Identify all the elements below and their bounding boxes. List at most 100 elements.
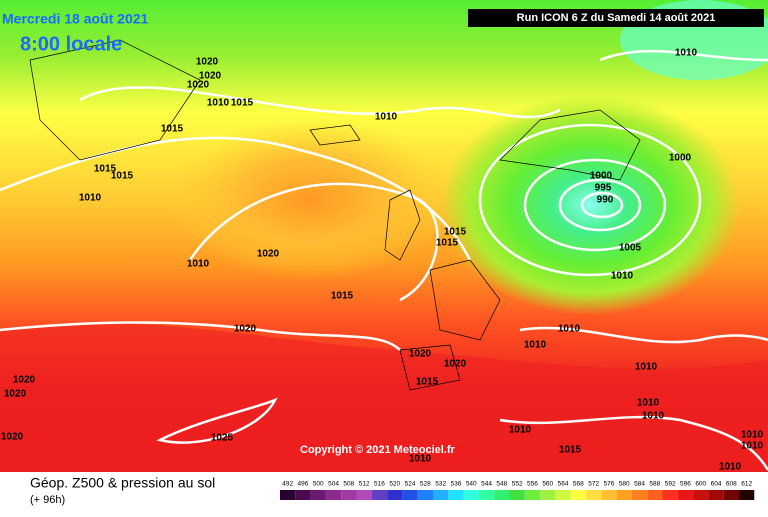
scale-swatch <box>662 490 678 500</box>
isobar-label: 1010 <box>635 362 658 373</box>
scale-label: 560 <box>542 481 553 488</box>
scale-swatch <box>371 490 388 500</box>
isobar-label: 1010 <box>741 441 764 452</box>
isobar-label: 1015 <box>111 171 134 182</box>
scale-swatch <box>601 490 617 500</box>
scale-swatch <box>616 490 632 500</box>
isobar-label: 1010 <box>524 340 547 351</box>
legend-subtitle: (+ 96h) <box>30 494 65 506</box>
scale-label: 556 <box>527 481 538 488</box>
scale-label: 592 <box>665 481 676 488</box>
scale-swatch <box>494 490 510 500</box>
scale-label: 532 <box>435 481 446 488</box>
scale-swatch <box>417 490 433 500</box>
scale-label: 576 <box>604 481 615 488</box>
legend-title: Géop. Z500 & pression au sol <box>30 475 215 491</box>
forecast-date: Mercredi 18 août 2021 <box>2 11 149 27</box>
isobar-label: 1010 <box>509 425 532 436</box>
color-scale: 492 496 500 504 508 512 516 520 524 528 532 536 540 5… <box>280 481 755 500</box>
scale-label: 516 <box>374 481 385 488</box>
hot-area <box>0 323 768 472</box>
scale-label: 564 <box>558 481 569 488</box>
isobar-label: 1015 <box>436 238 459 249</box>
scale-label: 508 <box>343 481 354 488</box>
scale-label: 496 <box>298 481 309 488</box>
scale-label: 584 <box>634 481 645 488</box>
scale-swatch <box>631 490 648 500</box>
isobar-label: 1020 <box>4 389 27 400</box>
scale-swatch <box>647 490 663 500</box>
scale-swatch <box>677 490 694 500</box>
scale-label: 536 <box>451 481 462 488</box>
isobar-label: 1010 <box>642 411 665 422</box>
isobar-label: 1025 <box>211 433 234 444</box>
isobar-label: 1010 <box>79 193 102 204</box>
scale-swatch <box>478 490 495 500</box>
scale-swatch <box>310 490 326 500</box>
scale-label: 520 <box>389 481 400 488</box>
run-box <box>468 9 764 27</box>
isobar-label: 1010 <box>741 430 764 441</box>
isobar-label: 1020 <box>234 324 257 335</box>
copyright: Copyright © 2021 Meteociel.fr <box>300 444 456 456</box>
isobar-label: 1010 <box>207 98 230 109</box>
isobar-label: 1015 <box>444 227 467 238</box>
scale-label: 504 <box>328 481 339 488</box>
scale-label: 608 <box>726 481 737 488</box>
forecast-time: 8:00 locale <box>20 33 122 55</box>
scale-label: 612 <box>741 481 752 488</box>
scale-swatch <box>708 490 724 500</box>
scale-swatch <box>693 490 709 500</box>
isobar-label: 990 <box>597 195 614 206</box>
warm-area <box>170 120 450 280</box>
scale-swatch <box>555 490 571 500</box>
scale-swatch <box>433 490 449 500</box>
scale-label: 572 <box>588 481 599 488</box>
scale-label: 604 <box>711 481 722 488</box>
scale-swatch <box>723 490 739 500</box>
run-info: Run ICON 6 Z du Samedi 14 août 2021 <box>517 12 716 24</box>
isobar-label: 1020 <box>257 249 280 260</box>
isobar-label: 1015 <box>331 291 354 302</box>
scale-swatch <box>586 490 602 500</box>
scale-label: 528 <box>420 481 431 488</box>
scale-swatch <box>448 490 464 500</box>
scale-swatch <box>570 490 586 500</box>
scale-label: 548 <box>496 481 507 488</box>
scale-label: 588 <box>649 481 660 488</box>
scale-label: 524 <box>405 481 416 488</box>
isobars <box>0 49 768 471</box>
isobar-label: 1015 <box>559 445 582 456</box>
isobar-label: 1010 <box>187 259 210 270</box>
isobar-label: 1010 <box>375 112 398 123</box>
isobar-label: 1020 <box>409 349 432 360</box>
isobar-label: 1020 <box>196 57 219 68</box>
scale-swatch <box>325 490 342 500</box>
isobar-label: 1020 <box>1 432 24 443</box>
scale-label: 568 <box>573 481 584 488</box>
scale-label: 492 <box>282 481 293 488</box>
isobar-label: 1000 <box>669 153 692 164</box>
scale-swatch <box>387 490 403 500</box>
scale-label: 500 <box>313 481 324 488</box>
scale-swatch <box>280 490 296 500</box>
isobar-label: 1010 <box>719 462 742 473</box>
isobar-label: 995 <box>595 183 612 194</box>
scale-swatch <box>524 490 541 500</box>
scale-label: 544 <box>481 481 492 488</box>
scale-label: 596 <box>680 481 691 488</box>
isobar-label: 1020 <box>444 359 467 370</box>
isobar-label: 1015 <box>231 98 254 109</box>
scale-swatch <box>509 490 525 500</box>
scale-label: 512 <box>359 481 370 488</box>
scale-swatch <box>739 490 755 500</box>
isobar-label: 1000 <box>590 171 613 182</box>
isobar-label: 1015 <box>416 377 439 388</box>
scale-label: 580 <box>619 481 630 488</box>
coastlines <box>29 39 641 391</box>
scale-label: 552 <box>512 481 523 488</box>
scale-label: 540 <box>466 481 477 488</box>
